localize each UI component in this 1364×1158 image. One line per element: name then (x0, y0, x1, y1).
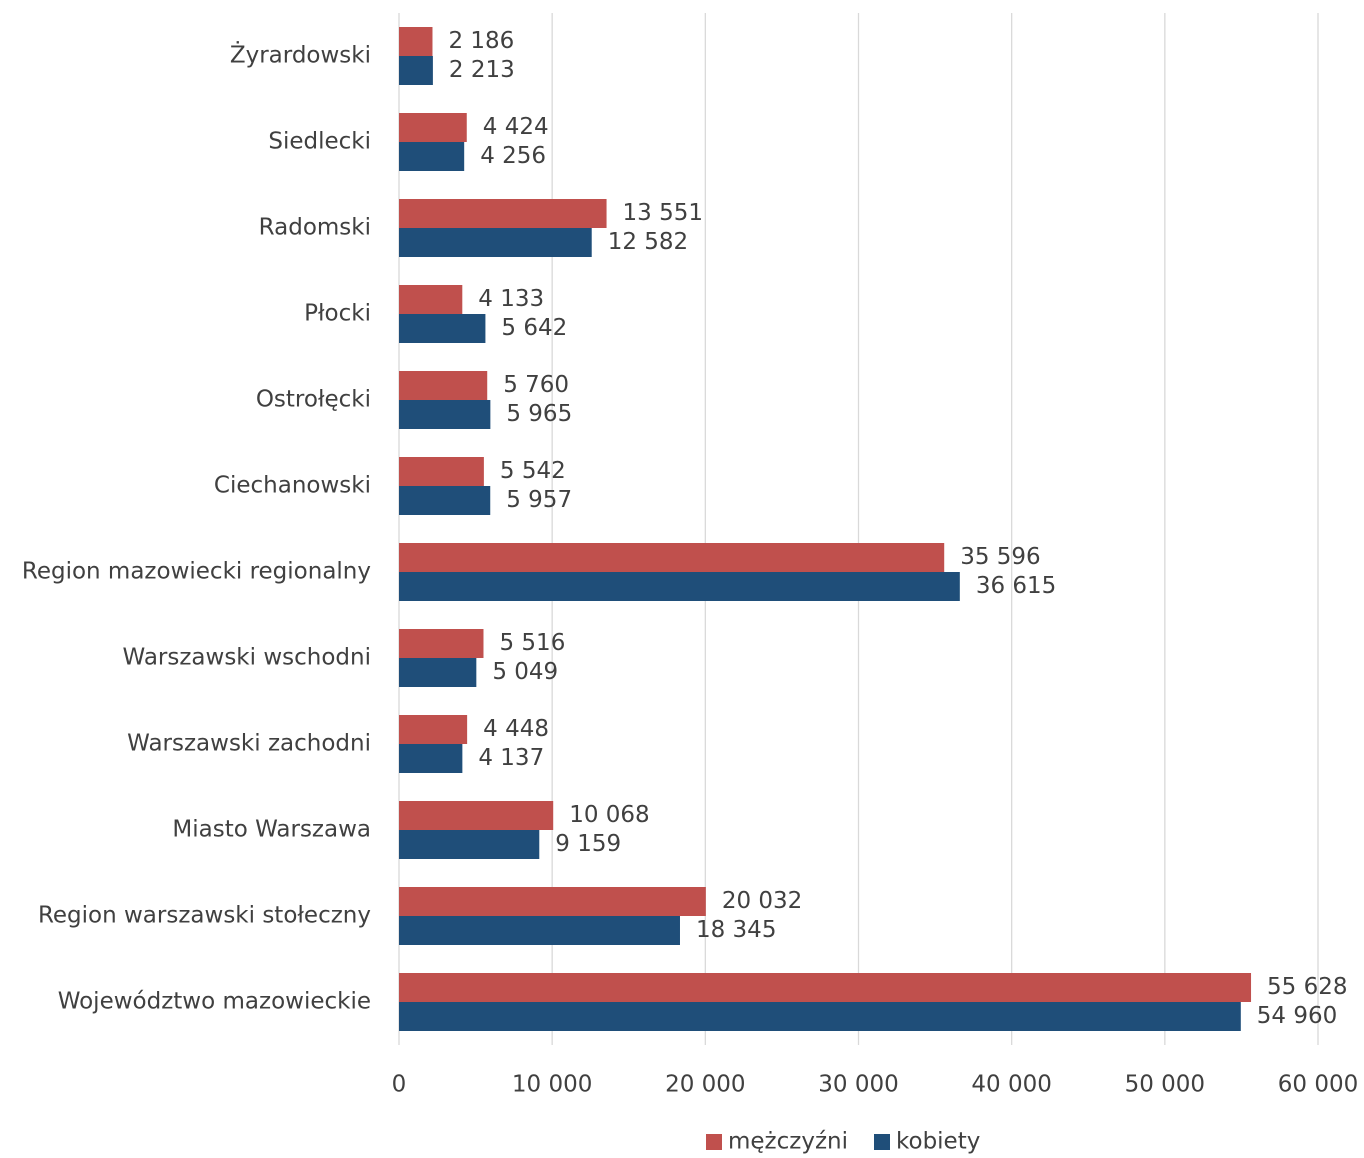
data-label: 36 615 (976, 573, 1056, 599)
y-tick-label: Region warszawski stołeczny (38, 903, 371, 929)
bar (399, 113, 467, 142)
data-label: 18 345 (696, 917, 776, 943)
x-tick-label: 40 000 (971, 1072, 1051, 1098)
data-label: 5 760 (503, 372, 569, 398)
bar (399, 285, 463, 314)
data-label: 5 516 (499, 630, 565, 656)
bar (399, 715, 468, 744)
data-label: 5 965 (506, 401, 572, 427)
x-tick-label: 0 (392, 1072, 407, 1098)
legend-label: kobiety (896, 1129, 980, 1155)
y-tick-label: Województwo mazowieckie (58, 989, 371, 1015)
data-label: 2 213 (449, 57, 515, 83)
bar (399, 887, 706, 916)
bar (399, 543, 945, 572)
bar (399, 56, 433, 85)
data-label: 12 582 (608, 229, 688, 255)
bar (399, 1002, 1241, 1031)
data-label: 2 186 (448, 28, 514, 54)
bar (399, 572, 960, 601)
y-tick-label: Warszawski zachodni (127, 731, 371, 757)
x-tick-label: 30 000 (818, 1072, 898, 1098)
bar (399, 371, 488, 400)
y-tick-label: Warszawski wschodni (123, 645, 371, 671)
data-label: 5 049 (492, 659, 558, 685)
x-tick-label: 50 000 (1125, 1072, 1205, 1098)
legend-label: mężczyźni (728, 1129, 848, 1155)
bar (399, 744, 463, 773)
data-label: 4 137 (478, 745, 544, 771)
data-label: 13 551 (623, 200, 703, 226)
bar (399, 199, 607, 228)
bar (399, 973, 1252, 1002)
data-label: 20 032 (722, 888, 802, 914)
data-label: 4 256 (480, 143, 546, 169)
y-tick-label: Ostrołęcki (256, 387, 371, 413)
bar (399, 314, 486, 343)
data-label: 4 133 (478, 286, 544, 312)
bar (399, 400, 491, 429)
bar (399, 228, 592, 257)
bar (399, 486, 491, 515)
data-label: 4 448 (483, 716, 549, 742)
bar (399, 457, 484, 486)
data-label: 4 424 (483, 114, 549, 140)
x-tick-label: 60 000 (1278, 1072, 1358, 1098)
y-tick-label: Ciechanowski (214, 473, 371, 499)
data-label: 9 159 (555, 831, 621, 857)
data-label: 5 542 (500, 458, 566, 484)
y-tick-label: Żyrardowski (230, 41, 371, 69)
y-tick-label: Radomski (259, 215, 371, 241)
data-label: 10 068 (569, 802, 649, 828)
y-tick-label: Płocki (304, 301, 371, 327)
bar (399, 629, 484, 658)
bar (399, 830, 540, 859)
data-label: 35 596 (960, 544, 1040, 570)
legend-swatch (706, 1134, 722, 1150)
bar (399, 658, 477, 687)
y-tick-label: Region mazowiecki regionalny (22, 559, 371, 585)
data-label: 5 957 (506, 487, 572, 513)
x-tick-label: 10 000 (512, 1072, 592, 1098)
data-label: 55 628 (1267, 974, 1347, 1000)
y-tick-label: Miasto Warszawa (172, 817, 371, 843)
bar (399, 801, 554, 830)
bar (399, 27, 433, 56)
legend-swatch (874, 1134, 890, 1150)
bar (399, 142, 465, 171)
x-tick-label: 20 000 (665, 1072, 745, 1098)
bar (399, 916, 680, 945)
y-tick-label: Siedlecki (268, 129, 371, 155)
data-label: 54 960 (1257, 1003, 1337, 1029)
data-label: 5 642 (501, 315, 567, 341)
